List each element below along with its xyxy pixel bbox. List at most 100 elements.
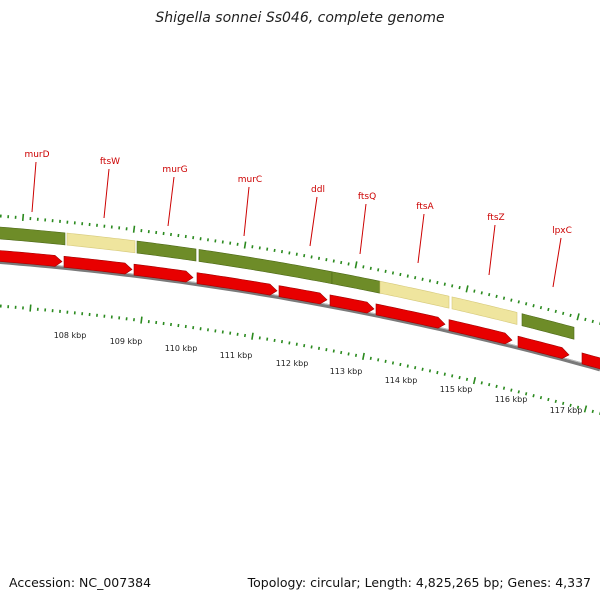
ruler-tick (310, 345, 313, 349)
ruler-tick (465, 377, 469, 382)
ruler-tick (406, 364, 409, 368)
ruler-tick (125, 227, 128, 231)
ruler-tick (184, 234, 187, 239)
ruler-tick (29, 217, 32, 221)
ruler-tick (266, 337, 269, 341)
ruler-tick (273, 248, 276, 253)
ruler-tick (480, 381, 483, 385)
ruler-tick (162, 321, 165, 326)
ruler-tick (406, 274, 409, 278)
ruler-tick (125, 317, 128, 321)
ruler-tick (443, 372, 446, 376)
ruler-tick (162, 231, 165, 236)
ruler-tick (118, 226, 121, 230)
gene-label-ftsW: ftsW (100, 157, 120, 167)
ruler-tick (169, 232, 172, 237)
label-leader (552, 237, 562, 288)
gene-bar (521, 313, 575, 340)
ruler-tick (414, 276, 417, 280)
ruler-tick (562, 401, 565, 406)
ruler-tick (525, 302, 528, 306)
ruler-tick (103, 314, 106, 318)
ruler-tick (510, 298, 513, 302)
genome-summary: Topology: circular; Length: 4,825,265 bp… (247, 575, 591, 590)
label-leader (31, 161, 37, 213)
ruler-tick (59, 219, 61, 223)
ruler-tick (140, 316, 143, 324)
ruler-tick (495, 294, 498, 299)
label-leader (417, 213, 425, 264)
ruler-tick (480, 291, 483, 295)
ruler-tick (532, 304, 535, 308)
ruler-tick (73, 221, 76, 225)
backbone-line (0, 260, 600, 372)
ruler-tick (369, 266, 372, 270)
ruler-tick (258, 246, 261, 250)
ruler-tick (458, 375, 461, 380)
gene-label-ftsA: ftsA (416, 202, 434, 212)
ruler-tick (562, 311, 565, 316)
ruler-tick (88, 222, 91, 227)
ruler-tick (591, 319, 594, 324)
ruler-tick (221, 240, 224, 244)
ruler-tick (147, 230, 150, 234)
ruler-tick (428, 279, 432, 283)
upper-tick-row (0, 213, 600, 326)
ruler-tick (229, 241, 232, 245)
ruler-tick (243, 333, 247, 338)
cds-arrow (278, 285, 328, 305)
label-leader (167, 176, 175, 227)
ruler-tick (59, 309, 61, 313)
map-title: Shigella sonnei Ss046, complete genome (155, 10, 445, 26)
ruler-tick (495, 384, 498, 389)
ruler-tick (29, 304, 32, 312)
cds-arrow (581, 352, 600, 370)
ruler-tick (332, 349, 335, 353)
ruler-tick (214, 329, 217, 333)
kbp-label: 117 kbp (550, 406, 583, 415)
ruler-tick (273, 338, 276, 343)
gene-label-ftsQ: ftsQ (358, 192, 376, 202)
kbp-label: 112 kbp (276, 359, 309, 368)
ruler-tick (354, 353, 358, 357)
ruler-tick (36, 307, 39, 311)
ruler-tick (155, 230, 158, 235)
gene-label-ddl: ddl (311, 185, 325, 195)
cds-arrow (375, 303, 446, 329)
ruler-tick (14, 305, 17, 309)
ruler-tick (73, 311, 76, 315)
ruler-tick (451, 374, 454, 378)
ruler-tick (177, 323, 180, 328)
ruler-tick (569, 313, 572, 318)
ruler-tick (103, 224, 106, 228)
ruler-tick (140, 229, 143, 233)
kbp-label: 116 kbp (495, 395, 528, 404)
ruler-tick (436, 370, 439, 375)
ruler-tick (81, 312, 84, 316)
gene-label-ftsZ: ftsZ (487, 213, 504, 223)
ruler-tick (369, 356, 372, 360)
ruler-tick (362, 265, 365, 269)
kbp-label: 113 kbp (330, 367, 363, 376)
ruler-tick (473, 289, 476, 293)
ruler-tick (303, 344, 306, 348)
ruler-tick (133, 318, 135, 322)
ruler-tick (206, 328, 209, 332)
ruler-tick (236, 332, 239, 336)
ruler-tick (451, 284, 454, 288)
ruler-tick (192, 236, 195, 240)
ruler-tick (214, 239, 217, 243)
ruler-tick (583, 405, 588, 413)
ruler-tick (539, 305, 543, 310)
ruler-tick (317, 256, 321, 260)
ruler-tick (243, 241, 247, 249)
gene-bar (379, 280, 450, 309)
ruler-tick (421, 277, 424, 281)
gene-label-murD: murD (24, 150, 49, 160)
ruler-tick (295, 342, 298, 346)
gene-bar (0, 226, 66, 246)
ruler-tick (399, 272, 402, 277)
kbp-label: 111 kbp (220, 351, 253, 360)
ruler-tick (554, 399, 557, 404)
kbp-label-layer: 108 kbp 109 kbp 110 kbp 111 kbp 112 kbp 113 k… (54, 331, 583, 415)
